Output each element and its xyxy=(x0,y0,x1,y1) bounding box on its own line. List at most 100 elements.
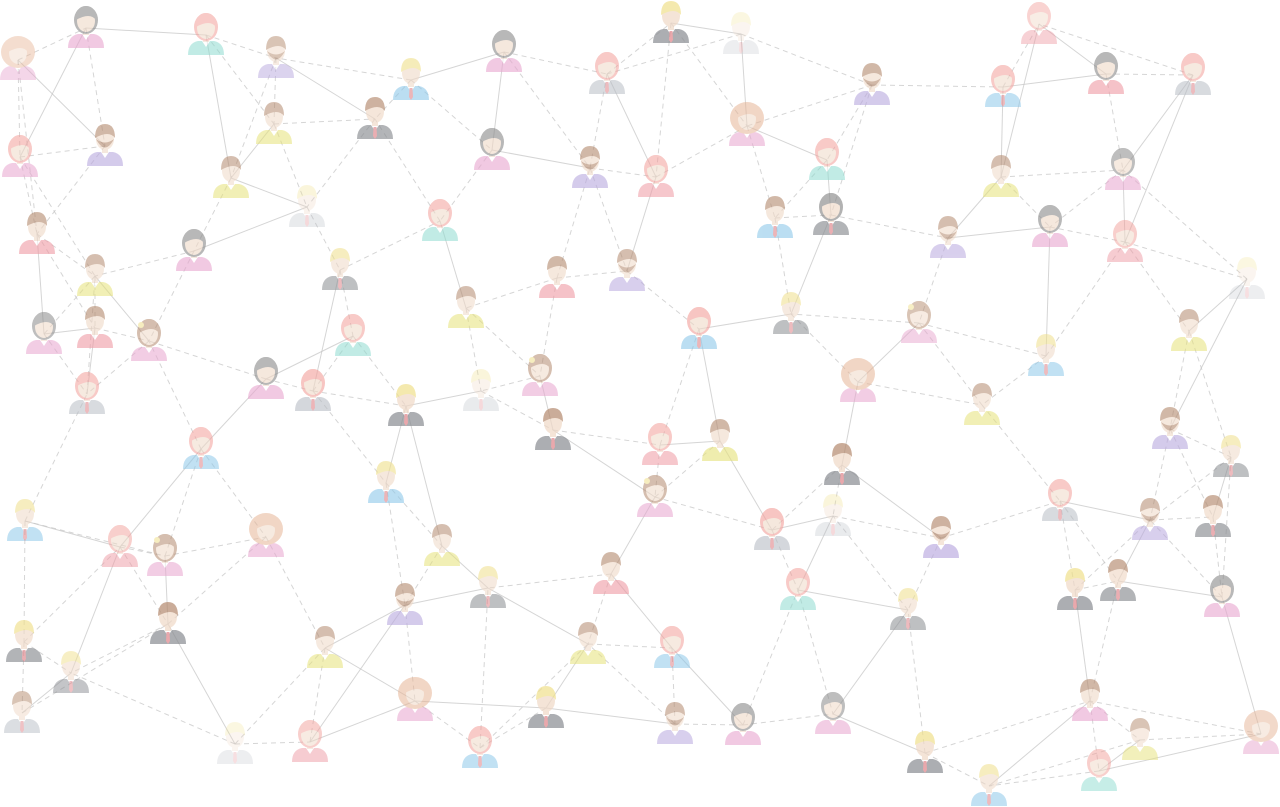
connection-line xyxy=(487,573,612,589)
connection-line xyxy=(626,270,700,330)
person-avatar xyxy=(824,443,860,485)
connection-line xyxy=(830,84,873,216)
person-avatar xyxy=(854,63,890,105)
connection-line xyxy=(830,214,949,239)
connection-line xyxy=(790,313,859,383)
person-avatar xyxy=(809,138,845,180)
person-avatar xyxy=(780,568,816,610)
person-avatar xyxy=(188,13,224,55)
person-avatar xyxy=(217,722,253,764)
connection-line xyxy=(480,390,554,431)
person-avatar xyxy=(593,552,629,594)
person-avatar xyxy=(522,354,558,396)
connection-line xyxy=(339,220,441,271)
person-avatar xyxy=(1028,334,1064,376)
connection-line xyxy=(465,307,541,377)
person-avatar xyxy=(528,686,564,728)
person-avatar xyxy=(642,423,678,465)
connection-line xyxy=(1169,428,1232,458)
connection-line xyxy=(480,375,541,392)
person-avatar xyxy=(535,408,571,450)
person-avatar xyxy=(150,602,186,644)
connection-line xyxy=(552,429,656,498)
person-avatar xyxy=(1175,53,1211,95)
person-avatar xyxy=(840,358,876,402)
connection-line xyxy=(988,770,1100,787)
connection-line xyxy=(924,700,1091,754)
person-avatar xyxy=(77,306,113,348)
connection-line xyxy=(790,313,920,324)
connection-line xyxy=(1124,241,1248,280)
person-avatar xyxy=(69,372,105,414)
connection-line xyxy=(487,587,589,645)
person-avatar xyxy=(1021,2,1057,44)
connection-line xyxy=(85,27,207,36)
connection-line xyxy=(148,340,267,380)
connection-line xyxy=(1074,580,1119,591)
connection-line xyxy=(1059,500,1151,521)
person-avatar xyxy=(1243,710,1279,754)
connection-lines xyxy=(17,22,1262,787)
connection-line xyxy=(740,33,873,86)
connection-line xyxy=(589,167,657,178)
person-avatar xyxy=(258,36,294,78)
connection-line xyxy=(1059,500,1119,582)
person-avatar xyxy=(0,36,36,80)
connection-line xyxy=(404,604,416,702)
person-avatar xyxy=(815,692,851,734)
connection-line xyxy=(1002,73,1107,88)
connection-line xyxy=(587,643,673,649)
person-avatar xyxy=(19,212,55,254)
person-avatar xyxy=(295,369,331,411)
person-avatar xyxy=(971,764,1007,806)
person-avatar xyxy=(176,229,212,271)
person-avatar xyxy=(702,419,738,461)
person-avatar xyxy=(1105,148,1141,190)
person-avatar xyxy=(653,1,689,43)
person-avatar xyxy=(388,384,424,426)
person-avatar xyxy=(6,620,42,662)
person-avatar xyxy=(322,248,358,290)
person-avatar xyxy=(983,155,1019,197)
connection-line xyxy=(1117,580,1223,598)
connection-line xyxy=(265,335,354,380)
connection-line xyxy=(491,149,591,169)
connection-line xyxy=(871,84,1004,88)
connection-line xyxy=(193,206,308,252)
connection-line xyxy=(306,206,341,271)
person-avatar xyxy=(183,427,219,469)
person-avatar xyxy=(985,65,1021,107)
connection-line xyxy=(655,125,748,178)
person-avatar xyxy=(1081,749,1117,791)
person-avatar xyxy=(773,292,809,334)
person-avatar xyxy=(292,720,328,762)
person-avatar xyxy=(654,626,690,668)
person-avatar xyxy=(248,357,284,399)
connection-line xyxy=(70,672,236,745)
connection-line xyxy=(70,546,121,674)
person-avatar xyxy=(657,702,693,744)
person-avatar xyxy=(1229,257,1265,299)
connection-line xyxy=(205,34,232,179)
connection-line xyxy=(1149,456,1232,521)
person-avatar xyxy=(589,52,625,94)
person-avatar xyxy=(1132,498,1168,540)
connection-line xyxy=(746,125,776,219)
person-avatar xyxy=(729,102,765,146)
connection-line xyxy=(988,739,1141,787)
connection-line xyxy=(94,250,195,277)
connection-line xyxy=(1049,169,1124,228)
connection-line xyxy=(742,589,799,726)
person-avatar xyxy=(1100,559,1136,601)
person-avatar xyxy=(1195,495,1231,537)
connection-line xyxy=(552,429,661,446)
connection-line xyxy=(832,515,909,611)
person-avatar xyxy=(723,12,759,54)
person-avatar xyxy=(757,196,793,238)
person-avatar xyxy=(289,185,325,227)
person-avatar xyxy=(474,128,510,170)
connection-line xyxy=(465,277,558,309)
person-avatar xyxy=(2,135,38,177)
person-avatar xyxy=(754,508,790,550)
